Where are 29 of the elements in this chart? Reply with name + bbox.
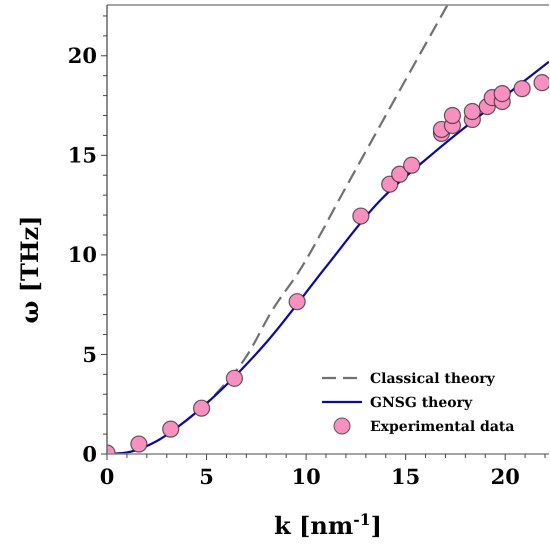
x-tick-label: 15 <box>391 464 420 489</box>
point <box>391 166 408 183</box>
point <box>288 293 306 310</box>
legend-label: Classical theory <box>370 370 496 387</box>
y-tick-label: 10 <box>68 242 97 268</box>
x-tick-label: 0 <box>100 464 114 489</box>
y-tick-label: 15 <box>68 142 97 168</box>
point <box>192 400 210 417</box>
point <box>226 370 244 387</box>
x-tick-label: 10 <box>291 464 321 489</box>
y-axis-title: ω [THz] <box>15 215 44 324</box>
point <box>162 420 180 438</box>
point <box>130 435 148 453</box>
x-tick-label: 20 <box>490 464 520 489</box>
point <box>381 176 398 193</box>
point <box>464 102 481 120</box>
legend-label: GNSG theory <box>370 394 473 411</box>
point <box>533 74 549 92</box>
point <box>403 156 420 174</box>
point <box>514 80 531 98</box>
x-axis-title: k [nm$^{-1}$] <box>274 510 382 540</box>
y-tick-label: 5 <box>82 342 97 367</box>
legend-label: Experimental data <box>370 418 514 435</box>
point <box>494 85 511 102</box>
x-tick-label: 5 <box>199 464 214 489</box>
y-tick-label: 20 <box>68 43 97 68</box>
y-tick-label: 0 <box>82 441 97 466</box>
point <box>352 207 370 225</box>
point <box>444 106 462 124</box>
